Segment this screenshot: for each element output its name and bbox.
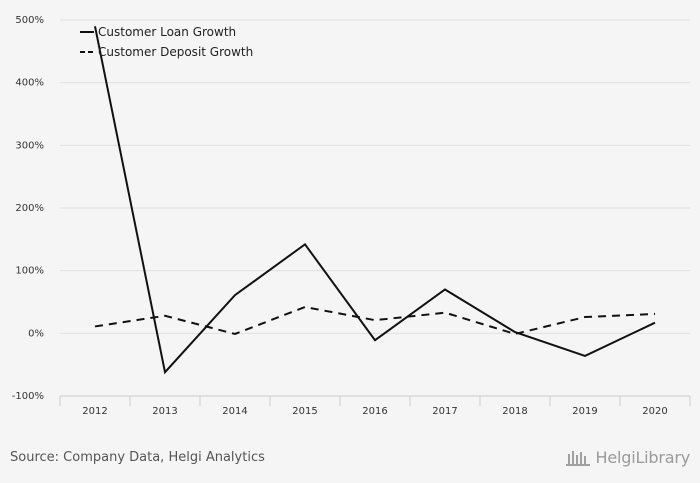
x-tick-label: 2013 bbox=[152, 406, 177, 417]
y-tick-label: -100% bbox=[12, 391, 44, 402]
brand-name: HelgiLibrary bbox=[595, 448, 691, 467]
x-axis: 2012 2013 2014 2015 2016 2017 2018 2019 2020 bbox=[59, 395, 691, 417]
legend-label: Customer Deposit Growth bbox=[98, 45, 253, 59]
x-tick-label: 2012 bbox=[82, 406, 107, 417]
x-tick-label: 2018 bbox=[502, 406, 527, 417]
line-chart: 500% 400% 300% 200% 100% 0% -100% 2012 2013 2014… bbox=[12, 15, 691, 417]
y-tick-label: 400% bbox=[15, 78, 44, 89]
y-tick-label: 100% bbox=[15, 266, 44, 277]
y-tick-label: 0% bbox=[28, 328, 44, 339]
x-tick-label: 2020 bbox=[642, 406, 667, 417]
y-tick-label: 200% bbox=[15, 203, 44, 214]
brand-logo: HelgiLibrary bbox=[565, 448, 691, 467]
x-tick-label: 2014 bbox=[222, 406, 247, 417]
y-tick-label: 300% bbox=[15, 140, 44, 151]
legend: Customer Loan Growth Customer Deposit Gro… bbox=[80, 25, 253, 59]
y-axis-tick-labels: 500% 400% 300% 200% 100% 0% -100% bbox=[12, 15, 44, 402]
library-icon bbox=[565, 450, 590, 466]
source-note: Source: Company Data, Helgi Analytics bbox=[10, 450, 265, 465]
x-tick-label: 2017 bbox=[432, 406, 457, 417]
x-tick-label: 2019 bbox=[572, 406, 597, 417]
legend-label: Customer Loan Growth bbox=[98, 25, 236, 39]
series-line-deposit-growth bbox=[94, 305, 656, 336]
series-line-loan-growth bbox=[94, 26, 656, 375]
x-tick-label: 2016 bbox=[362, 406, 387, 417]
series-lines bbox=[94, 26, 656, 375]
y-tick-label: 500% bbox=[15, 15, 44, 26]
x-tick-label: 2015 bbox=[292, 406, 317, 417]
